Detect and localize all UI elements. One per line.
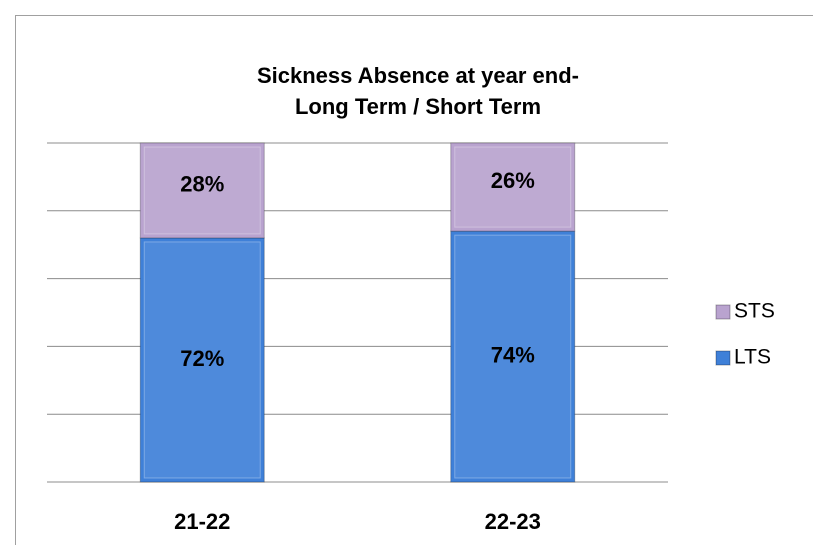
- x-tick-label: 21-22: [174, 509, 230, 534]
- bar-segment: [139, 142, 265, 239]
- bar-bevel: [454, 146, 572, 228]
- chart-title: Sickness Absence at year end-: [257, 63, 579, 88]
- data-label: 28%: [180, 171, 224, 196]
- legend-label: LTS: [734, 346, 771, 369]
- bar-bevel: [454, 234, 572, 479]
- legend-swatch: [715, 304, 731, 320]
- legend-label: STS: [734, 300, 775, 323]
- legend-swatch: [715, 350, 731, 366]
- bar-segment: [450, 230, 576, 483]
- data-label: 72%: [180, 346, 224, 371]
- chart-title: Long Term / Short Term: [295, 94, 541, 119]
- bar-segment: [139, 237, 265, 483]
- bar-segment: [450, 142, 576, 232]
- data-label: 74%: [491, 342, 535, 367]
- bar-bevel: [143, 241, 261, 479]
- data-label: 26%: [491, 168, 535, 193]
- chart-frame: [15, 15, 813, 545]
- x-tick-label: 22-23: [485, 509, 541, 534]
- bar-bevel: [143, 146, 261, 235]
